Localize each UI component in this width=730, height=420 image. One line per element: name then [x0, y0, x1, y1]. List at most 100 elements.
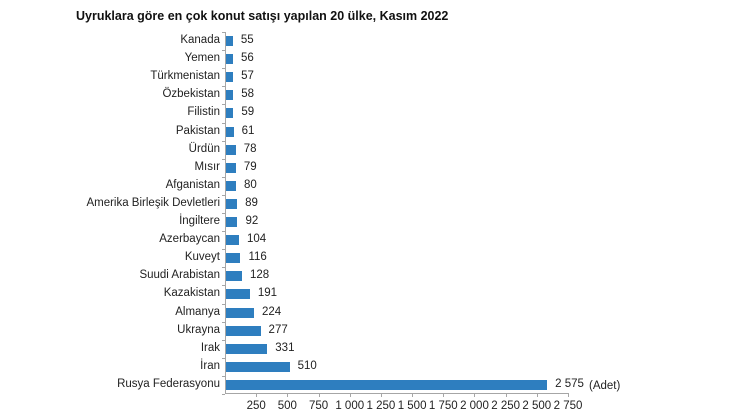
bar-row: Ürdün 78: [0, 141, 730, 159]
category-label: Ürdün: [188, 142, 220, 155]
category-label: Mısır: [194, 160, 220, 173]
value-label: 61: [241, 124, 255, 137]
y-tick: [222, 321, 225, 323]
bar: [226, 108, 234, 119]
x-tick: [568, 393, 569, 397]
bar-row: Rusya Federasyonu 2 575: [0, 376, 730, 394]
y-tick: [222, 357, 225, 359]
y-tick: [222, 231, 225, 233]
bar: [226, 307, 254, 318]
bar-row: Pakistan 61: [0, 123, 730, 141]
category-label: Kuveyt: [184, 251, 220, 264]
category-label: İngiltere: [179, 215, 220, 227]
bar-row: Özbekistan 58: [0, 86, 730, 104]
category-label: Özbekistan: [162, 88, 220, 101]
value-label: 128: [249, 269, 270, 282]
category-label: Pakistan: [175, 124, 220, 137]
bar-row: İran 510: [0, 358, 730, 376]
value-label: 510: [297, 359, 317, 372]
bar: [226, 36, 233, 46]
x-tick: [287, 393, 289, 397]
y-axis: [225, 32, 226, 394]
y-tick: [222, 194, 225, 196]
x-tick-label: 500: [277, 400, 297, 412]
bar-row: Kanada 55: [0, 32, 730, 50]
bar: [226, 198, 238, 209]
bar-row: Türkmenistan 57: [0, 68, 730, 86]
value-label: 224: [261, 305, 282, 318]
bar-row: Almanya 224: [0, 304, 730, 322]
y-tick: [222, 68, 225, 70]
y-tick: [222, 50, 225, 52]
y-tick: [222, 104, 225, 106]
bar: [226, 90, 234, 101]
unit-label: (Adet): [589, 380, 621, 392]
x-tick: [318, 393, 320, 397]
value-label: 2 575: [555, 377, 584, 390]
x-tick-label: 250: [246, 400, 266, 412]
value-label: 116: [248, 251, 267, 264]
bar-row: Azerbaycan 104: [0, 231, 730, 249]
bar: [226, 289, 250, 300]
y-tick: [222, 375, 225, 377]
bar: [226, 325, 261, 336]
value-label: 59: [241, 106, 255, 119]
x-tick: [256, 393, 258, 397]
bar-row: Irak 331: [0, 340, 730, 358]
y-tick: [222, 339, 225, 341]
bar-row: Suudi Arabistan 128: [0, 267, 730, 285]
value-label: 57: [241, 70, 254, 83]
bar: [226, 379, 548, 390]
bar: [226, 253, 241, 264]
value-label: 79: [243, 160, 257, 173]
y-tick: [222, 285, 225, 287]
category-label: İran: [200, 359, 220, 372]
category-label: Filistin: [187, 106, 220, 119]
x-tick: [349, 393, 351, 397]
chart-title: Uyruklara göre en çok konut satışı yapıl…: [76, 9, 449, 23]
value-label: 55: [240, 34, 254, 46]
y-tick: [222, 249, 225, 251]
category-label: Kazakistan: [163, 287, 220, 300]
x-axis: [225, 393, 568, 394]
category-label: Irak: [200, 341, 220, 354]
x-tick-label: 2 250: [491, 400, 521, 412]
y-tick: [222, 267, 225, 269]
bar: [226, 180, 236, 191]
x-tick: [505, 393, 507, 397]
bar-row: Kuveyt 116: [0, 249, 730, 267]
x-tick: [380, 393, 382, 397]
category-label: Afganistan: [165, 178, 220, 191]
bar-row: Mısır 79: [0, 159, 730, 177]
y-tick: [222, 303, 225, 305]
x-tick-label: 2 750: [553, 400, 583, 412]
value-label: 78: [243, 142, 257, 155]
x-tick-label: 1 000: [335, 400, 365, 412]
bar: [226, 271, 242, 282]
category-label: Kanada: [180, 34, 220, 46]
bar: [226, 72, 234, 83]
bar: [226, 235, 239, 246]
bar-row: Amerika Birleşik Devletleri 89: [0, 195, 730, 213]
bar: [226, 217, 238, 227]
bar-row: İngiltere 92: [0, 213, 730, 231]
category-label: Türkmenistan: [150, 70, 220, 83]
x-tick-label: 750: [308, 400, 329, 412]
y-tick: [222, 32, 225, 33]
value-label: 80: [243, 178, 257, 191]
y-tick: [222, 86, 225, 88]
bar-row: Filistin 59: [0, 104, 730, 122]
y-tick: [222, 122, 225, 124]
x-tick-label: 2 000: [460, 400, 489, 412]
value-label: 56: [240, 52, 254, 65]
value-label: 92: [245, 215, 259, 227]
y-tick: [222, 158, 225, 160]
bar: [226, 162, 236, 173]
x-tick-label: 1 250: [366, 400, 396, 412]
bar: [226, 343, 268, 354]
value-label: 89: [245, 196, 258, 209]
x-tick: [443, 393, 445, 397]
value-label: 191: [257, 287, 277, 300]
bar-row: Yemen 56: [0, 50, 730, 68]
category-label: Rusya Federasyonu: [117, 377, 220, 390]
